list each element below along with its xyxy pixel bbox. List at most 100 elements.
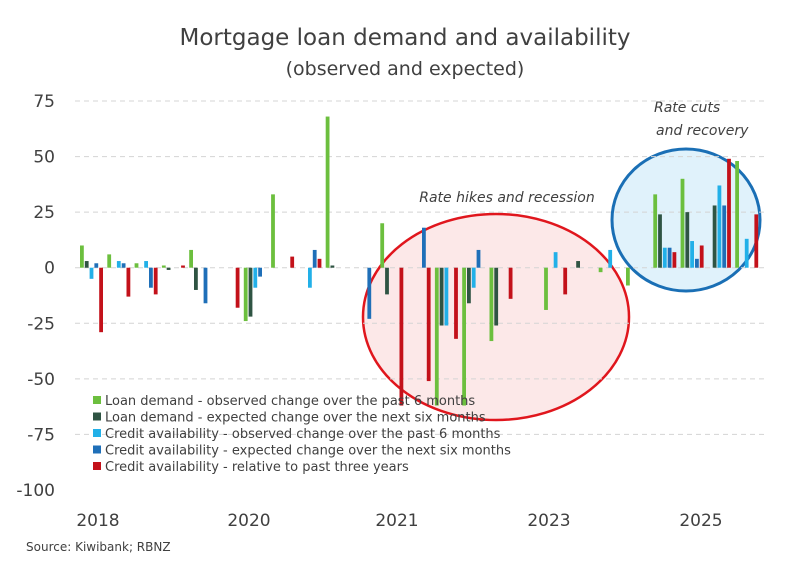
legend-swatch: [93, 429, 101, 437]
y-tick-label: -25: [27, 314, 55, 334]
legend-swatch: [93, 396, 101, 404]
bar: [94, 263, 99, 268]
bar: [107, 254, 112, 268]
bar: [181, 265, 185, 268]
bar: [744, 238, 749, 268]
bar: [153, 267, 158, 295]
bar: [672, 252, 677, 268]
annotation-and-recovery: and recovery: [656, 123, 749, 139]
bar: [658, 214, 662, 268]
bar: [699, 245, 704, 268]
bar: [80, 245, 84, 268]
bar: [166, 267, 171, 270]
legend-entry: Credit availability - observed change ov…: [105, 427, 501, 442]
bar: [489, 267, 494, 342]
y-axis-ticks: 75 50 25 0 -25 -50 -75 -100: [16, 92, 55, 501]
bar: [121, 263, 126, 268]
bar: [722, 205, 727, 268]
bar: [194, 267, 198, 290]
legend-entry: Loan demand - observed change over the p…: [105, 394, 475, 409]
bar: [735, 161, 739, 268]
bar: [471, 267, 476, 288]
bar: [290, 256, 295, 268]
bar: [508, 267, 513, 299]
y-tick-label: 0: [44, 259, 55, 279]
y-tick-label: 25: [33, 203, 55, 223]
bar: [116, 261, 121, 268]
x-tick-label: 2018: [76, 511, 119, 531]
bar: [608, 249, 613, 268]
bar: [576, 261, 580, 268]
bar: [422, 227, 426, 268]
gridlines: [75, 100, 768, 435]
legend-entry: Credit availability - relative to past t…: [105, 460, 409, 475]
annotation-rate-hikes: Rate hikes and recession: [419, 190, 594, 206]
y-tick-label: 50: [33, 148, 55, 168]
bar: [690, 241, 694, 268]
annotation-rate-cuts: Rate cuts: [654, 100, 720, 116]
x-tick-label: 2021: [375, 511, 418, 531]
legend: Loan demand - observed change over the p…: [93, 394, 511, 475]
bar: [399, 267, 404, 406]
bar: [258, 267, 262, 277]
bar: [544, 267, 548, 310]
bar: [271, 194, 275, 268]
bar: [317, 258, 322, 268]
bar: [126, 267, 131, 297]
bar: [754, 214, 759, 268]
x-tick-label: 2020: [227, 511, 270, 531]
x-tick-label: 2023: [527, 511, 570, 531]
legend-swatch: [93, 445, 101, 454]
bar: [248, 267, 253, 317]
x-tick-label: 2025: [679, 511, 722, 531]
bar: [439, 267, 444, 326]
bar: [161, 265, 166, 268]
bar: [235, 267, 240, 308]
source-note: Source: Kiwibank; RBNZ: [26, 540, 171, 554]
bar: [712, 205, 717, 268]
bar: [253, 267, 258, 288]
bar: [444, 267, 449, 326]
bar: [553, 252, 558, 268]
y-tick-label: 75: [33, 92, 55, 112]
bar: [367, 267, 372, 319]
legend-entry: Loan demand - expected change over the n…: [105, 411, 486, 426]
bar: [385, 267, 389, 295]
bar: [243, 267, 248, 322]
bar: [312, 249, 317, 268]
bar: [717, 185, 722, 268]
bar: [494, 267, 499, 326]
bar: [476, 249, 481, 268]
bar: [84, 261, 89, 268]
bar: [203, 267, 208, 304]
bar: [308, 267, 312, 288]
bar: [667, 247, 672, 268]
chart-title: Mortgage loan demand and availability: [180, 25, 631, 51]
bar: [695, 258, 699, 268]
bar: [680, 178, 685, 268]
bar: [727, 158, 731, 268]
bar: [144, 261, 148, 268]
bar: [380, 223, 385, 268]
bar: [626, 267, 630, 286]
bar: [330, 265, 335, 268]
bar: [598, 267, 603, 273]
legend-entry: Credit availability - expected change ov…: [105, 444, 511, 459]
bar: [563, 267, 568, 295]
bar: [99, 267, 103, 333]
bars: [80, 116, 759, 406]
bar: [189, 249, 193, 268]
bar: [134, 263, 139, 268]
bar: [454, 267, 458, 339]
bar: [685, 212, 690, 268]
legend-swatch: [93, 462, 101, 470]
legend-swatch: [93, 412, 101, 421]
bar: [149, 267, 153, 288]
bar: [467, 267, 471, 304]
y-tick-label: -100: [16, 481, 55, 501]
bar: [462, 267, 466, 406]
x-axis-ticks: 2018 2020 2021 2023 2025: [76, 511, 722, 531]
chart-subtitle: (observed and expected): [286, 58, 525, 80]
